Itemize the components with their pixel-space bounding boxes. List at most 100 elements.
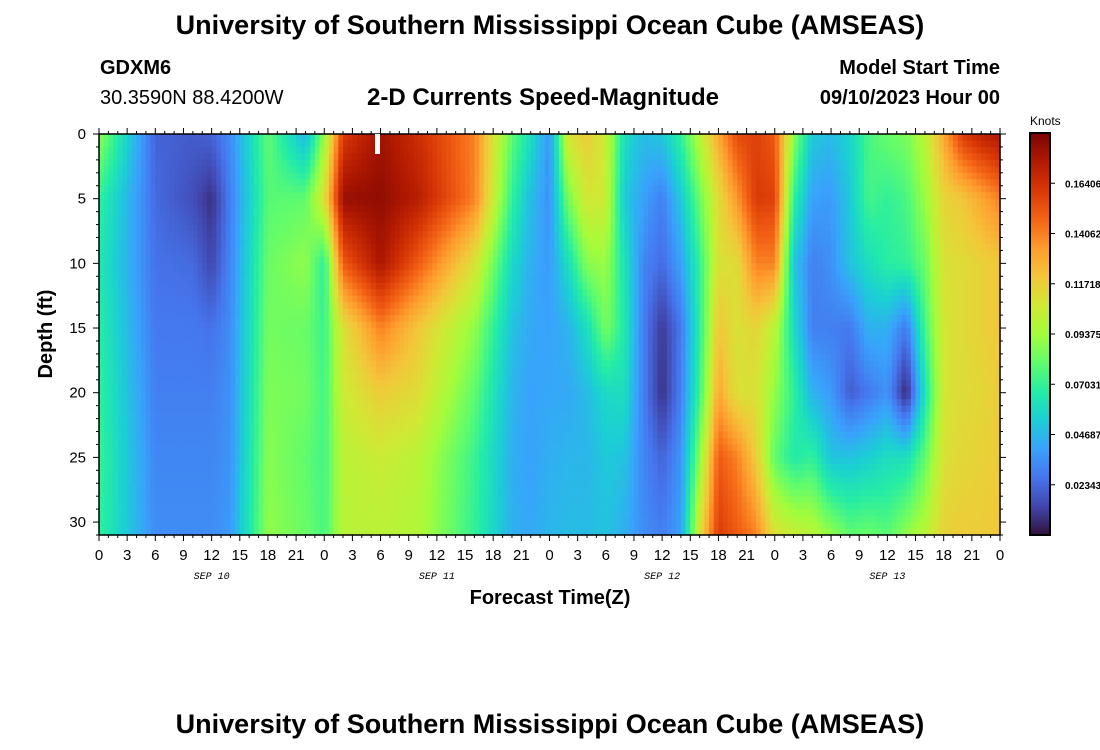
heatmap-cell	[136, 360, 142, 368]
heatmap-cell	[239, 140, 246, 148]
heatmap-cell	[314, 159, 321, 167]
heatmap-cell	[446, 386, 452, 394]
heatmap-cell	[465, 353, 471, 361]
heatmap-cell	[380, 528, 386, 536]
heatmap-cell	[305, 218, 311, 226]
heatmap-cell	[206, 463, 213, 471]
heatmap-cell	[263, 334, 269, 342]
heatmap-cell	[408, 321, 415, 329]
heatmap-cell	[235, 289, 241, 297]
heatmap-cell	[314, 437, 321, 446]
heatmap-cell	[221, 328, 227, 336]
heatmap-cell	[244, 347, 250, 355]
heatmap-cell	[136, 192, 142, 200]
heatmap-cell	[446, 256, 452, 264]
heatmap-cell	[225, 431, 231, 439]
heatmap-cell	[418, 522, 424, 530]
heatmap-cell	[300, 295, 307, 303]
heatmap-cell	[399, 379, 405, 387]
heatmap-cell	[305, 425, 311, 433]
heatmap-cell	[436, 289, 443, 297]
heatmap-cell	[178, 159, 185, 167]
heatmap-cell	[253, 418, 260, 426]
heatmap-cell	[169, 328, 175, 336]
heatmap-cell	[324, 483, 330, 491]
heatmap-cell	[216, 444, 222, 452]
heatmap-cell	[450, 243, 457, 252]
heatmap-cell	[436, 502, 443, 510]
heatmap-cell	[267, 256, 274, 264]
heatmap-cell	[408, 483, 415, 491]
heatmap-cell	[441, 321, 447, 329]
heatmap-cell	[202, 263, 208, 271]
heatmap-cell	[178, 522, 185, 530]
heatmap-cell	[183, 444, 189, 452]
heatmap-cell	[99, 263, 105, 271]
heatmap-cell	[404, 159, 410, 167]
heatmap-cell	[211, 431, 217, 439]
heatmap-cell	[188, 366, 194, 374]
heatmap-cell	[389, 496, 396, 504]
heatmap-cell	[422, 321, 429, 329]
heatmap-cell	[216, 418, 222, 426]
heatmap-cell	[249, 476, 255, 484]
heatmap-cell	[427, 444, 433, 452]
heatmap-cell	[122, 205, 128, 213]
heatmap-cell	[469, 282, 476, 290]
heatmap-cell	[286, 444, 292, 452]
heatmap-cell	[343, 463, 349, 471]
heatmap-cell	[286, 159, 292, 167]
heatmap-cell	[258, 340, 264, 349]
heatmap-cell	[136, 198, 142, 206]
heatmap-cell	[206, 185, 213, 193]
heatmap-cell	[296, 457, 302, 465]
heatmap-cell	[305, 256, 311, 264]
heatmap-cell	[314, 243, 321, 252]
heatmap-cell	[122, 237, 128, 245]
heatmap-cell	[441, 528, 447, 536]
heatmap-cell	[446, 431, 452, 439]
heatmap-cell	[314, 450, 321, 458]
heatmap-cell	[389, 515, 396, 523]
heatmap-cell	[103, 256, 109, 264]
heatmap-cell	[230, 289, 236, 297]
heatmap-cell	[324, 405, 330, 413]
heatmap-cell	[394, 263, 400, 271]
heatmap-cell	[249, 425, 255, 433]
heatmap-cell	[122, 153, 128, 161]
heatmap-cell	[263, 146, 269, 155]
heatmap-cell	[272, 528, 278, 536]
heatmap-cell	[469, 386, 476, 394]
heatmap-cell	[291, 386, 297, 394]
heatmap-cell	[343, 198, 349, 206]
heatmap-cell	[380, 489, 386, 497]
heatmap-cell	[469, 295, 476, 303]
heatmap-cell	[432, 211, 438, 219]
heatmap-cell	[418, 470, 424, 478]
heatmap-cell	[108, 243, 114, 252]
heatmap-cell	[192, 295, 199, 303]
heatmap-cell	[291, 470, 297, 478]
heatmap-cell	[455, 502, 461, 510]
heatmap-cell	[263, 256, 269, 264]
heatmap-cell	[263, 476, 269, 484]
heatmap-cell	[99, 399, 105, 407]
heatmap-cell	[357, 450, 363, 458]
heatmap-cell	[145, 302, 152, 310]
heatmap-cell	[441, 289, 447, 297]
heatmap-cell	[127, 179, 133, 187]
heatmap-cell	[310, 263, 316, 271]
heatmap-cell	[202, 250, 208, 258]
heatmap-cell	[455, 302, 461, 310]
heatmap-cell	[272, 192, 278, 200]
heatmap-cell	[202, 243, 208, 252]
heatmap-cell	[122, 218, 128, 226]
heatmap-cell	[183, 321, 189, 329]
heatmap-cell	[450, 431, 457, 439]
heatmap-cell	[117, 263, 124, 271]
heatmap-cell	[141, 179, 147, 187]
heatmap-cell	[404, 134, 410, 142]
heatmap-cell	[296, 528, 302, 536]
heatmap-cell	[117, 347, 124, 355]
heatmap-cell	[174, 295, 180, 303]
